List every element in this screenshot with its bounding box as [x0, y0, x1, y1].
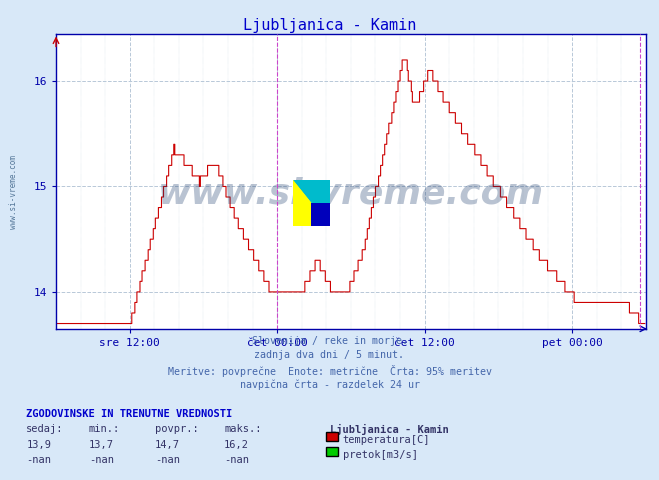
Bar — [312, 203, 330, 226]
Text: www.si-vreme.com: www.si-vreme.com — [158, 176, 544, 210]
Bar — [312, 203, 330, 226]
Text: temperatura[C]: temperatura[C] — [343, 435, 430, 445]
Text: zadnja dva dni / 5 minut.: zadnja dva dni / 5 minut. — [254, 350, 405, 360]
Text: -nan: -nan — [224, 455, 249, 465]
Bar — [312, 180, 330, 203]
Text: Meritve: povprečne  Enote: metrične  Črta: 95% meritev: Meritve: povprečne Enote: metrične Črta:… — [167, 365, 492, 377]
Text: 14,7: 14,7 — [155, 440, 180, 450]
Text: povpr.:: povpr.: — [155, 424, 198, 434]
Text: Ljubljanica - Kamin: Ljubljanica - Kamin — [330, 424, 448, 435]
Text: min.:: min.: — [89, 424, 120, 434]
Text: 13,9: 13,9 — [26, 440, 51, 450]
Text: pretok[m3/s]: pretok[m3/s] — [343, 450, 418, 460]
Text: www.si-vreme.com: www.si-vreme.com — [9, 155, 18, 229]
Polygon shape — [293, 180, 330, 226]
Text: -nan: -nan — [89, 455, 114, 465]
Text: maks.:: maks.: — [224, 424, 262, 434]
Text: ZGODOVINSKE IN TRENUTNE VREDNOSTI: ZGODOVINSKE IN TRENUTNE VREDNOSTI — [26, 409, 233, 419]
Bar — [293, 180, 312, 203]
Text: -nan: -nan — [155, 455, 180, 465]
Text: 13,7: 13,7 — [89, 440, 114, 450]
Text: sedaj:: sedaj: — [26, 424, 64, 434]
Text: Slovenija / reke in morje.: Slovenija / reke in morje. — [252, 336, 407, 346]
Text: navpična črta - razdelek 24 ur: navpična črta - razdelek 24 ur — [239, 379, 420, 390]
Text: 16,2: 16,2 — [224, 440, 249, 450]
Text: Ljubljanica - Kamin: Ljubljanica - Kamin — [243, 18, 416, 33]
Polygon shape — [293, 180, 330, 226]
Text: -nan: -nan — [26, 455, 51, 465]
